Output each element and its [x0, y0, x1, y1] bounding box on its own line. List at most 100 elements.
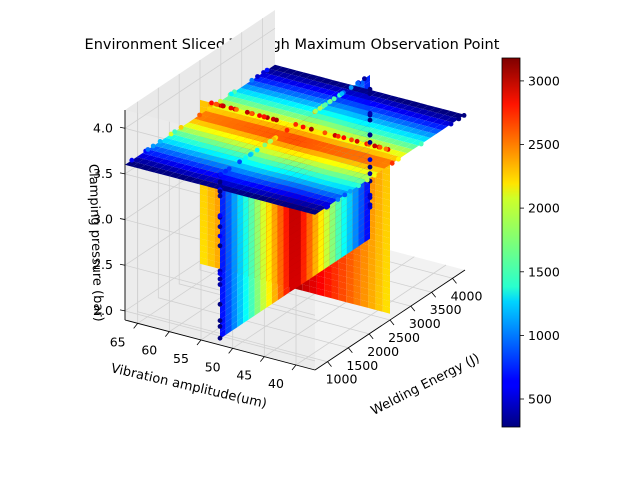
- slice-cell: [380, 99, 394, 106]
- slice-cell: [335, 226, 342, 237]
- slice-cell: [238, 126, 252, 133]
- slice-cell: [271, 293, 278, 305]
- slice-cell: [234, 189, 248, 196]
- slice-cell: [295, 135, 309, 142]
- scatter-point: [461, 113, 467, 118]
- slice-cell: [208, 166, 222, 173]
- x-tick-label: 2500: [388, 330, 420, 345]
- slice-cell: [306, 239, 313, 250]
- slice-cell: [225, 128, 239, 134]
- slice-cell: [234, 162, 248, 169]
- slice-cell: [386, 95, 400, 102]
- slice-cell: [373, 124, 387, 131]
- slice-cell: [315, 135, 329, 142]
- slice-cell: [303, 143, 317, 150]
- slice-cell: [324, 277, 332, 286]
- slice-cell: [425, 116, 439, 123]
- slice-cell: [306, 226, 313, 237]
- slice-cell: [323, 246, 330, 257]
- slice-cell: [310, 166, 324, 173]
- slice-cell: [295, 253, 301, 264]
- slice-cell: [331, 145, 345, 152]
- slice-cell: [245, 155, 259, 161]
- slice-cell: [178, 159, 192, 165]
- slice-cell: [146, 166, 160, 173]
- slice-cell: [309, 286, 317, 295]
- slice-cell: [368, 257, 376, 266]
- slice-cell: [216, 147, 230, 154]
- slice-cell: [400, 99, 414, 106]
- slice-cell: [300, 218, 307, 229]
- slice-cell: [203, 122, 217, 129]
- slice-cell: [354, 130, 368, 136]
- scatter-point: [217, 318, 223, 323]
- slice-cell: [291, 97, 305, 104]
- slice-cell: [138, 159, 152, 165]
- slice-cell: [293, 157, 307, 163]
- slice-cell: [318, 263, 324, 274]
- slice-cell: [162, 149, 176, 156]
- slice-cell: [265, 74, 279, 81]
- slice-cell: [331, 292, 339, 301]
- slice-cell: [145, 160, 159, 167]
- slice-cell: [218, 153, 232, 159]
- slice-cell: [382, 217, 390, 226]
- slice-cell: [412, 118, 426, 125]
- slice-cell: [375, 157, 389, 163]
- slice-cell: [428, 128, 442, 134]
- slice-cell: [231, 178, 245, 184]
- slice-cell: [304, 197, 318, 204]
- slice-cell: [437, 109, 451, 115]
- scatter-point: [264, 67, 270, 73]
- slice-cell: [331, 279, 339, 288]
- slice-cell: [382, 242, 390, 251]
- slice-cell: [285, 74, 299, 81]
- slice-cell: [356, 87, 370, 94]
- slice-cell: [237, 272, 244, 284]
- slice-cell: [285, 101, 299, 108]
- slice-cell: [205, 182, 219, 188]
- slice-cell: [390, 112, 404, 119]
- slice-cell: [222, 143, 236, 150]
- slice-cell: [243, 243, 249, 254]
- slice-cell: [324, 170, 338, 177]
- y-tick: [165, 331, 170, 337]
- slice-cell: [342, 185, 356, 192]
- slice-cell: [161, 143, 175, 150]
- slice-cell: [263, 95, 277, 102]
- slice-cell: [247, 160, 261, 167]
- slice-cell: [243, 313, 249, 324]
- slice-cell: [271, 275, 278, 286]
- slice-cell: [376, 109, 390, 115]
- slice-cell: [323, 191, 337, 198]
- slice-cell: [421, 126, 435, 133]
- scatter-point: [347, 188, 353, 194]
- slice-cell: [341, 235, 347, 246]
- slice-cell: [260, 295, 267, 306]
- slice-cell: [325, 149, 339, 156]
- slice-cell: [235, 141, 249, 148]
- slice-cell: [263, 143, 277, 150]
- slice-cell: [266, 234, 272, 245]
- slice-cell: [335, 201, 342, 212]
- slice-cell: [318, 212, 324, 223]
- slice-cell: [241, 89, 255, 96]
- scatter-point: [217, 224, 223, 230]
- slice-cell: [279, 180, 293, 186]
- slice-cell: [306, 264, 313, 275]
- slice-cell: [316, 288, 325, 297]
- slice-cell: [248, 252, 255, 263]
- slice-cell: [316, 281, 325, 291]
- slice-cell: [248, 265, 255, 276]
- slice-cell: [364, 226, 370, 237]
- slice-cell: [297, 120, 311, 127]
- slice-cell: [280, 105, 294, 111]
- slice-cell: [285, 149, 299, 156]
- slice-cell: [283, 273, 290, 284]
- slice-cell: [243, 212, 249, 223]
- slice-cell: [276, 168, 290, 175]
- slice-cell: [329, 211, 336, 222]
- slice-cell: [378, 93, 392, 100]
- slice-cell: [229, 118, 243, 125]
- slice-cell: [323, 253, 330, 264]
